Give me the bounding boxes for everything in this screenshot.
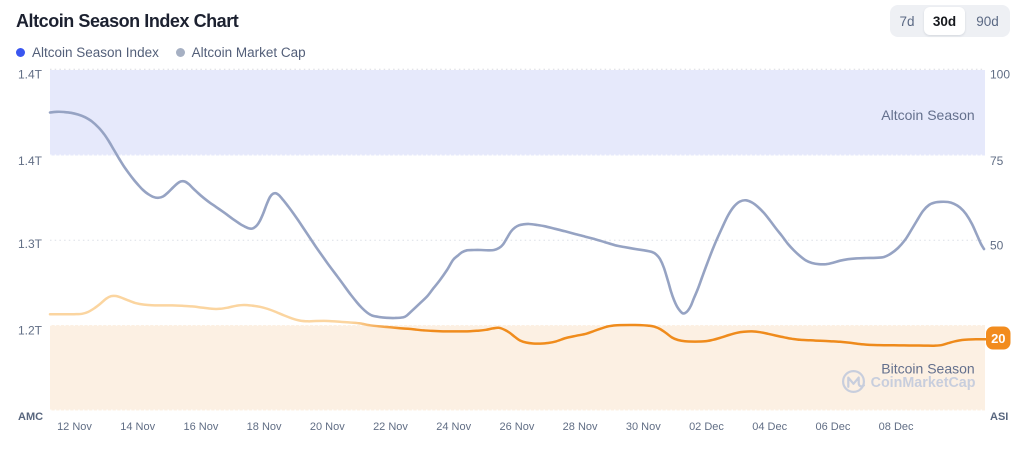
svg-text:AMC: AMC [18,411,43,423]
svg-text:06 Dec: 06 Dec [815,421,850,433]
svg-text:CoinMarketCap: CoinMarketCap [871,375,976,391]
svg-text:04 Dec: 04 Dec [752,421,787,433]
svg-text:Bitcoin Season: Bitcoin Season [881,361,974,377]
svg-text:16 Nov: 16 Nov [183,421,218,433]
svg-text:ASI: ASI [990,411,1008,423]
svg-text:75: 75 [990,154,1004,168]
svg-text:24 Nov: 24 Nov [436,421,471,433]
svg-text:28 Nov: 28 Nov [563,421,598,433]
svg-text:02 Dec: 02 Dec [689,421,724,433]
svg-text:08 Dec: 08 Dec [879,421,914,433]
svg-text:100: 100 [990,68,1010,82]
svg-text:20 Nov: 20 Nov [310,421,345,433]
svg-text:12 Nov: 12 Nov [57,421,92,433]
svg-text:Altcoin Season: Altcoin Season [881,107,974,123]
svg-text:1.4T: 1.4T [18,68,43,82]
svg-text:1.4T: 1.4T [18,154,43,168]
svg-text:20: 20 [991,331,1005,346]
svg-text:50: 50 [990,239,1004,253]
svg-text:18 Nov: 18 Nov [247,421,282,433]
svg-text:30 Nov: 30 Nov [626,421,661,433]
svg-text:22 Nov: 22 Nov [373,421,408,433]
svg-text:26 Nov: 26 Nov [499,421,534,433]
svg-text:1.2T: 1.2T [18,324,43,338]
svg-text:1.3T: 1.3T [18,237,43,251]
svg-text:14 Nov: 14 Nov [120,421,155,433]
